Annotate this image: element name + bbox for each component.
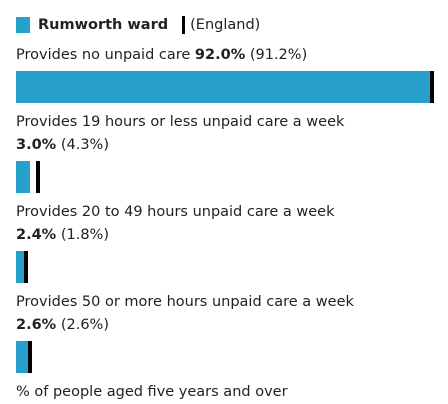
- category-label: Provides 20 to 49 hours unpaid care a we…: [16, 204, 335, 220]
- category-label: Provides no unpaid care: [16, 47, 191, 63]
- row-label: Provides 50 or more hours unpaid care a …: [16, 291, 432, 337]
- row-label: Provides 20 to 49 hours unpaid care a we…: [16, 201, 432, 247]
- legend-swatch: [182, 16, 186, 34]
- comparison-marker: [27, 341, 32, 373]
- row-label: Provides no unpaid care 92.0% (91.2%): [16, 44, 432, 67]
- rows: Provides no unpaid care 92.0% (91.2%) Pro…: [16, 44, 435, 373]
- comparison-label: (91.2%): [249, 47, 308, 63]
- comparison-label: (2.6%): [60, 317, 109, 333]
- legend-label: Rumworth ward: [38, 16, 169, 33]
- legend-label: (England): [190, 16, 261, 33]
- bar: [16, 251, 27, 283]
- comparison-label: (1.8%): [60, 227, 109, 243]
- category-label: Provides 19 hours or less unpaid care a …: [16, 114, 345, 130]
- comparison-marker: [430, 71, 435, 103]
- category-label: Provides 50 or more hours unpaid care a …: [16, 294, 354, 310]
- row: Provides 50 or more hours unpaid care a …: [16, 291, 432, 373]
- value-label: 2.6%: [16, 317, 57, 333]
- bar: [16, 161, 30, 193]
- row: Provides 19 hours or less unpaid care a …: [16, 111, 432, 193]
- bar: [16, 341, 28, 373]
- value-group: 2.4% (1.8%): [16, 227, 109, 243]
- bar: [16, 71, 434, 103]
- row: Provides 20 to 49 hours unpaid care a we…: [16, 201, 432, 283]
- value-group: 92.0% (91.2%): [195, 47, 307, 63]
- bar-track: [16, 161, 432, 193]
- value-group: 2.6% (2.6%): [16, 317, 109, 333]
- comparison-marker: [24, 251, 29, 283]
- bar-track: [16, 341, 432, 373]
- value-group: 3.0% (4.3%): [16, 137, 109, 153]
- value-label: 92.0%: [194, 47, 246, 63]
- bar-track: [16, 251, 432, 283]
- row: Provides no unpaid care 92.0% (91.2%): [16, 44, 435, 103]
- value-label: 3.0%: [16, 137, 57, 153]
- bar-track: [16, 71, 435, 103]
- x-axis-label: % of people aged five years and over: [16, 384, 288, 400]
- legend: Rumworth ward (England): [16, 10, 432, 40]
- comparison-label: (4.3%): [60, 137, 109, 153]
- comparison-marker: [35, 161, 40, 193]
- legend-swatch: [16, 17, 30, 33]
- row-label: Provides 19 hours or less unpaid care a …: [16, 111, 432, 157]
- value-label: 2.4%: [16, 227, 57, 243]
